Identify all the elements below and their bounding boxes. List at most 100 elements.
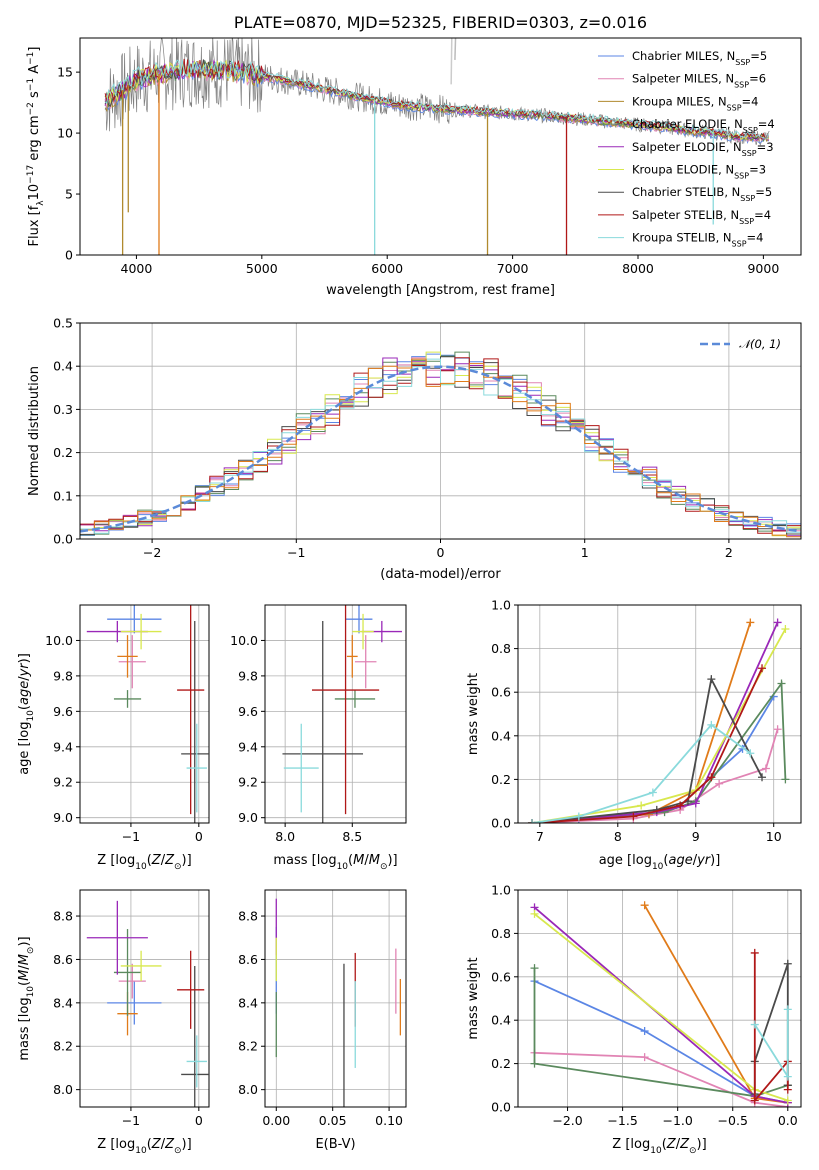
plus-marker bbox=[707, 773, 716, 782]
errorbars bbox=[86, 900, 209, 1107]
y-tick-label: 0.3 bbox=[53, 402, 73, 417]
y-tick-label: 9.2 bbox=[238, 775, 258, 790]
label-part: )] bbox=[697, 1137, 707, 1152]
x-tick-label: 8.0 bbox=[275, 829, 295, 844]
label-part: yr bbox=[17, 662, 32, 678]
plus-marker bbox=[640, 901, 649, 910]
x-tick-label: −1 bbox=[122, 1113, 140, 1128]
label-part: age [ bbox=[17, 741, 32, 774]
legend-value: =4 bbox=[754, 208, 771, 222]
grid bbox=[518, 889, 801, 1108]
y-tick-label: 0.4 bbox=[491, 1013, 511, 1028]
label-part: log bbox=[630, 1137, 650, 1152]
x-tick-label: 9 bbox=[692, 829, 700, 844]
y-tick-label: 8.4 bbox=[53, 995, 73, 1010]
x-tick-label: 5000 bbox=[246, 261, 278, 276]
label-part: age [ bbox=[599, 853, 632, 868]
legend-entry: Kroupa STELIB, NSSP=4 bbox=[632, 231, 763, 249]
y-tick-label: 10.0 bbox=[45, 633, 73, 648]
y-tick-label: 8.2 bbox=[53, 1039, 73, 1054]
x-tick-label: 8000 bbox=[622, 261, 654, 276]
y-axis-label: Flux [fλ10−17 erg cm−2 s−1 A−1] bbox=[26, 47, 46, 247]
plus-marker bbox=[676, 801, 685, 810]
label-part: )] bbox=[182, 853, 192, 868]
x-tick-label: 0 bbox=[437, 545, 445, 560]
chart-title: PLATE=0870, MJD=52325, FIBERID=0303, z=0… bbox=[234, 13, 647, 32]
plus-marker bbox=[750, 948, 759, 957]
label-part: / bbox=[161, 1137, 166, 1152]
y-axis-label: mass weight bbox=[466, 957, 481, 1039]
y-tick-label: 0.5 bbox=[53, 316, 73, 331]
x-tick-label: 1 bbox=[581, 545, 589, 560]
plus-marker bbox=[761, 764, 770, 773]
plus-marker bbox=[773, 725, 782, 734]
label-part: ( bbox=[147, 853, 152, 868]
label-part: 10 bbox=[26, 986, 36, 998]
y-tick-label: 0.6 bbox=[491, 969, 511, 984]
y-tick-label: 9.6 bbox=[238, 704, 258, 719]
legend-value: =4 bbox=[747, 231, 764, 245]
legend-subscript: SSP bbox=[734, 80, 749, 89]
grid bbox=[80, 605, 209, 823]
label-part: 10 bbox=[337, 862, 349, 872]
weight-series-4 bbox=[531, 622, 779, 823]
label-part: / bbox=[17, 676, 32, 681]
label-part: log bbox=[115, 853, 135, 868]
legend-name: Chabrier STELIB, N bbox=[632, 185, 740, 199]
weight-series-0 bbox=[534, 980, 788, 1104]
x-axis-label: wavelength [Angstrom, rest frame] bbox=[326, 283, 555, 298]
y-tick-label: 8.0 bbox=[238, 1082, 258, 1097]
plus-marker bbox=[783, 1085, 792, 1094]
label-part: −2 bbox=[26, 102, 36, 115]
y-tick-label: 5 bbox=[65, 187, 73, 202]
legend-name: Chabrier MILES, N bbox=[632, 49, 735, 63]
label-part: ( bbox=[17, 981, 32, 986]
legend-entry: Chabrier STELIB, NSSP=5 bbox=[632, 185, 772, 203]
legend-value: =5 bbox=[755, 185, 772, 199]
plus-marker bbox=[640, 1027, 649, 1036]
y-tick-label: 1.0 bbox=[491, 883, 511, 898]
label-part: / bbox=[676, 1137, 681, 1152]
label-part: erg cm bbox=[27, 115, 42, 164]
legend-subscript: SSP bbox=[743, 126, 758, 135]
y-tick-label: 10.0 bbox=[230, 633, 258, 648]
label-part: ⊙ bbox=[174, 1146, 182, 1156]
label-part: Z bbox=[666, 1137, 677, 1152]
y-tick-label: 0.2 bbox=[491, 772, 511, 787]
plus-marker bbox=[528, 819, 537, 823]
x-axis-label: E(B-V) bbox=[315, 1137, 355, 1152]
y-tick-label: 8.0 bbox=[53, 1082, 73, 1097]
x-tick-label: −1 bbox=[122, 829, 140, 844]
axes-frame bbox=[517, 889, 802, 1108]
y-tick-label: 0 bbox=[65, 248, 73, 263]
plus-marker bbox=[648, 788, 657, 797]
x-axis-label: Z [log10(Z/Z⊙)] bbox=[612, 1137, 706, 1156]
plus-marker bbox=[640, 1053, 649, 1062]
errorbars bbox=[86, 605, 209, 823]
x-tick-label: 2 bbox=[725, 545, 733, 560]
y-tick-label: 9.4 bbox=[238, 739, 258, 754]
y-tick-label: 0.4 bbox=[491, 728, 511, 743]
legend-name: Kroupa ELODIE, N bbox=[632, 163, 734, 177]
plus-marker bbox=[691, 799, 700, 808]
y-axis-label: mass [log10(M/M⊙)] bbox=[17, 936, 36, 1060]
y-tick-label: 9.0 bbox=[53, 810, 73, 825]
legend-name: Chabrier ELODIE, N bbox=[632, 117, 743, 131]
y-tick-label: 0.2 bbox=[491, 1056, 511, 1071]
x-axis-label: Z [log10(Z/Z⊙)] bbox=[97, 1137, 191, 1156]
plus-marker bbox=[773, 618, 782, 627]
y-tick-label: 0.8 bbox=[491, 641, 511, 656]
legend-name: Kroupa MILES, N bbox=[632, 94, 727, 108]
x-axis-label: age [log10(age/yr)] bbox=[599, 853, 721, 872]
label-part: yr bbox=[696, 853, 712, 868]
x-axis-label: (data-model)/error bbox=[380, 567, 501, 582]
legend-subscript: SSP bbox=[727, 103, 742, 112]
label-part: Z [ bbox=[97, 853, 115, 868]
label-part: )] bbox=[17, 936, 32, 946]
label-part: / bbox=[364, 853, 369, 868]
x-tick-label: −2.0 bbox=[552, 1113, 582, 1128]
label-part: ( bbox=[147, 1137, 152, 1152]
legend-entry: Kroupa MILES, NSSP=4 bbox=[632, 94, 758, 112]
y-axis-label: Normed distribution bbox=[27, 366, 42, 496]
legend-name: Salpeter ELODIE, N bbox=[632, 140, 742, 154]
